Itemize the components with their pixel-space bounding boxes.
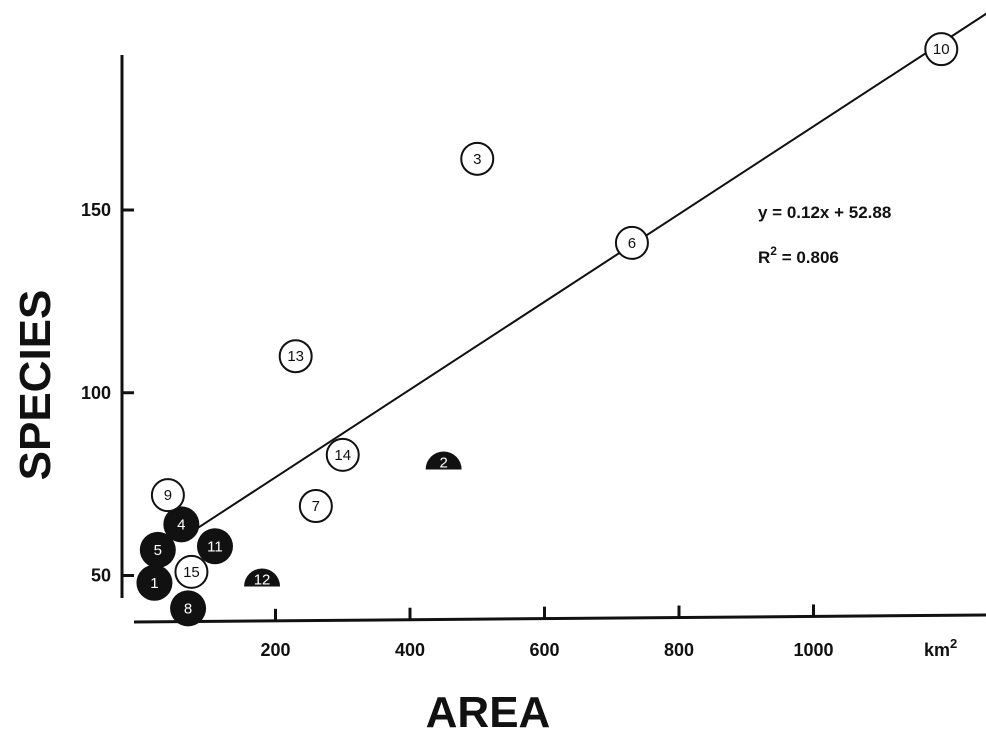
data-point-15: 15 <box>174 554 209 589</box>
point-marker-open <box>614 225 649 260</box>
x-tick-label-400: 400 <box>395 640 425 660</box>
point-label: 14 <box>334 447 351 464</box>
data-point-8: 8 <box>170 590 207 627</box>
point-label: 4 <box>177 516 185 533</box>
data-point-11: 11 <box>196 528 233 565</box>
regression-line-group <box>180 12 986 540</box>
x-tick-label-200: 200 <box>260 640 290 660</box>
x-ticks: 200 400 600 800 1000 <box>260 604 834 660</box>
x-axis-title: AREA <box>426 688 551 729</box>
axes <box>120 55 986 624</box>
x-tick-label-600: 600 <box>529 640 559 660</box>
point-label: 2 <box>439 455 447 472</box>
equation-label: y = 0.12x + 52.88 <box>758 203 891 222</box>
data-point-9: 9 <box>150 478 185 513</box>
y-ticks: 50 100 150 <box>81 200 134 586</box>
point-label: 15 <box>183 564 200 581</box>
point-marker-filled <box>163 506 200 543</box>
point-marker-open <box>298 489 333 524</box>
regression-line <box>180 12 986 540</box>
point-marker-open <box>174 554 209 589</box>
y-tick-label-50: 50 <box>91 566 111 586</box>
data-point-6: 6 <box>614 225 649 260</box>
data-point-13: 13 <box>278 339 313 374</box>
r-squared-label: R2 = 0.806 <box>758 244 839 267</box>
data-point-4: 4 <box>163 506 200 543</box>
point-label: 6 <box>628 235 636 252</box>
point-label: 1 <box>150 575 158 592</box>
point-label: 11 <box>207 538 223 555</box>
data-point-3: 3 <box>460 141 495 176</box>
point-marker-half <box>244 568 281 587</box>
x-axis-line <box>133 613 986 624</box>
y-tick-label-150: 150 <box>81 200 111 220</box>
point-label: 3 <box>473 151 481 168</box>
point-marker-open <box>278 339 313 374</box>
point-label: 7 <box>312 498 320 515</box>
data-point-5: 5 <box>139 531 176 568</box>
r2-symbol: R <box>758 248 770 267</box>
x-tick-label-1000: 1000 <box>793 640 833 660</box>
point-label: 5 <box>154 542 162 559</box>
point-label: 13 <box>287 348 304 365</box>
point-marker-open <box>460 141 495 176</box>
point-label: 12 <box>254 571 271 588</box>
x-unit-label: km2 <box>924 636 957 660</box>
x-tick-label-800: 800 <box>664 640 694 660</box>
x-unit-base: km <box>924 640 950 660</box>
data-point-7: 7 <box>298 489 333 524</box>
data-point-2: 2 <box>425 451 462 472</box>
r2-superscript: 2 <box>770 244 777 258</box>
data-point-12: 12 <box>244 568 281 588</box>
point-marker-filled <box>136 564 173 601</box>
point-marker-filled <box>196 528 233 565</box>
point-label: 9 <box>164 487 172 504</box>
point-marker-open <box>150 478 185 513</box>
y-tick-label-100: 100 <box>81 383 111 403</box>
point-label: 8 <box>184 600 192 617</box>
point-marker-open <box>325 437 360 472</box>
data-point-10: 10 <box>924 32 959 67</box>
point-marker-filled <box>170 590 207 627</box>
point-marker-open <box>924 32 959 67</box>
data-point-14: 14 <box>325 437 360 472</box>
point-marker-filled <box>139 531 176 568</box>
point-label: 10 <box>933 41 950 58</box>
point-marker-half <box>425 451 462 470</box>
y-axis-title: SPECIES <box>11 290 60 481</box>
r2-value: = 0.806 <box>777 248 839 267</box>
data-point-1: 1 <box>136 564 173 601</box>
x-unit-superscript: 2 <box>950 636 957 651</box>
